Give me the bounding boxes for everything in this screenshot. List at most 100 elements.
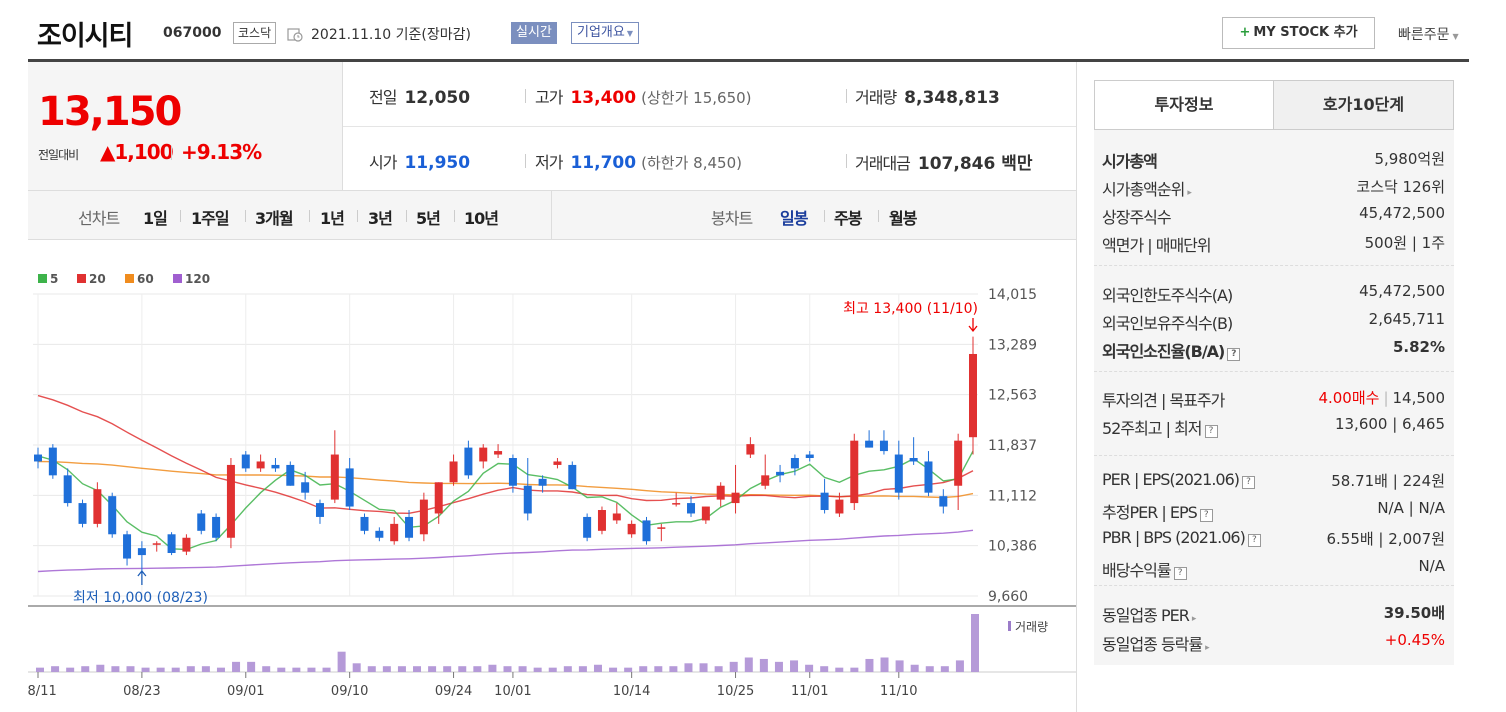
corp-overview-dropdown[interactable]: 기업개요 ▼ [571, 22, 639, 44]
volume-bar [639, 666, 648, 672]
legend-label: 120 [185, 272, 210, 286]
volume-bar [352, 663, 361, 672]
volume-label: 거래량 [1015, 620, 1048, 634]
help-icon[interactable]: ? [1204, 425, 1218, 438]
chart-canvas[interactable]: 14,015 13,289 12,563 11,837 11,112 10,386 9,66… [28, 240, 1076, 712]
info-row: 시가 11,950 저가 11,700 (하한가 8,450) 거래대금 107,84… [343, 126, 1076, 190]
divider [171, 146, 172, 160]
candle-body [301, 482, 310, 493]
help-icon[interactable]: ? [1247, 534, 1261, 547]
diff-label: 전일대비 [38, 148, 79, 162]
chevron-right-icon: ▸ [1191, 614, 1196, 624]
candle-body [34, 454, 42, 462]
candle-body [924, 461, 933, 493]
info-row: 전일 12,050 고가 13,400 (상한가 15,650) 거래량 8,348,… [343, 62, 1076, 126]
candle-body [63, 475, 72, 504]
info-row-value: 4.00매수 | 14,500 [1318, 389, 1445, 407]
info-row-value: 5,980억원 [1374, 150, 1445, 168]
volume-bar [895, 660, 904, 672]
volume-bar [66, 667, 75, 672]
period-1y[interactable]: 1년 [320, 209, 345, 228]
volume-bar [428, 666, 437, 672]
candle-body [523, 485, 532, 514]
period-10y[interactable]: 10년 [464, 209, 499, 228]
candle-body [78, 503, 87, 524]
candle-body [345, 468, 354, 507]
price-change: ▲1,100 [100, 140, 174, 164]
legend-swatch [125, 274, 134, 283]
help-icon[interactable]: ? [1199, 509, 1213, 522]
info-row-label: 외국인한도주식수(A) [1102, 286, 1233, 305]
period-3m[interactable]: 3개월 [255, 209, 294, 228]
help-icon[interactable]: ? [1173, 567, 1187, 580]
period-1w[interactable]: 1주일 [191, 209, 230, 228]
volume-bar [126, 666, 135, 672]
divider [28, 59, 1469, 62]
candle-chart-label: 봉차트 [711, 209, 753, 228]
volume-bar [805, 664, 814, 672]
legend-swatch [38, 274, 47, 283]
current-price: 13,150 [38, 89, 182, 135]
help-icon[interactable]: ? [1242, 476, 1255, 489]
candle-body [687, 503, 696, 514]
candle-body [894, 454, 903, 493]
volume-bar [322, 667, 331, 672]
info-row-label[interactable]: 시가총액순위 ▸ [1102, 180, 1192, 199]
candle-body [449, 461, 458, 483]
info-row: PER | EPS(2021.06)? 58.71배 | 224원 [1102, 470, 1445, 498]
candle-body [182, 537, 191, 552]
period-3y[interactable]: 3년 [368, 209, 393, 228]
info-row: 외국인보유주식수(B) 2,645,711 [1102, 310, 1445, 338]
candle-body [583, 516, 592, 538]
volume-bar [96, 664, 105, 672]
x-tick-label: 09/01 [227, 684, 264, 699]
tab-investment-info[interactable]: 투자정보 [1095, 81, 1274, 129]
tab-orderbook[interactable]: 호가10단계 [1322, 95, 1405, 114]
candle-body [152, 543, 161, 545]
volume-bar [186, 666, 195, 672]
x-tick-label: 08/23 [123, 684, 160, 699]
volume-bar [262, 666, 271, 672]
volume-bar [865, 658, 874, 672]
volume-bar [473, 666, 482, 672]
info-row-label[interactable]: 동일업종 PER ▸ [1102, 606, 1196, 625]
line-chart-label: 선차트 [78, 209, 120, 228]
plus-icon: + [1239, 25, 1251, 40]
candle-body [108, 496, 117, 535]
candle-body [612, 513, 621, 521]
candle-body [672, 503, 681, 505]
candle-weekly[interactable]: 주봉 [834, 209, 862, 228]
volume-bar [503, 666, 512, 672]
info-row-label: 52주최고 | 최저? [1102, 415, 1218, 439]
candle-monthly[interactable]: 월봉 [889, 209, 917, 228]
volume-bar [36, 667, 44, 672]
realtime-button[interactable]: 실시간 [511, 22, 557, 44]
candle-body [731, 492, 740, 504]
info-row-label[interactable]: 동일업종 등락률 ▸ [1102, 635, 1210, 654]
period-1d[interactable]: 1일 [143, 209, 168, 228]
arrow-down-icon [968, 318, 978, 333]
volume-bar [609, 667, 618, 672]
candle-body [776, 471, 785, 476]
volume-bar [111, 666, 120, 672]
volume-bar [880, 657, 889, 672]
volume-bar [292, 667, 301, 672]
divider [357, 210, 358, 222]
info-row: 상장주식수 45,472,500 [1102, 204, 1445, 232]
legend-label: 20 [89, 272, 106, 286]
candle-body [627, 523, 636, 535]
period-5y[interactable]: 5년 [416, 209, 441, 228]
info-row: 외국인한도주식수(A) 45,472,500 [1102, 282, 1445, 310]
info-row-label: 투자의견 | 목표주가 [1102, 391, 1225, 410]
volume-bar [563, 666, 572, 672]
candle-body [212, 516, 221, 538]
info-row-value: 코스닥 126위 [1356, 178, 1445, 196]
info-row: 추정PER | EPS? N/A | N/A [1102, 499, 1445, 527]
line-chart-periods: 선차트 1일 1주일 3개월 1년 3년 5년 10년 [28, 191, 552, 239]
help-icon[interactable]: ? [1227, 348, 1241, 361]
candle-daily[interactable]: 일봉 [780, 209, 808, 228]
add-mystock-button[interactable]: + MY STOCK 추가 [1222, 17, 1375, 49]
quick-order-dropdown[interactable]: 빠른주문 ▼ [1398, 24, 1459, 44]
chart-period-bar: 선차트 1일 1주일 3개월 1년 3년 5년 10년 봉차트 일봉 주봉 월봉 [28, 190, 1076, 240]
candlestick-chart[interactable]: 14,015 13,289 12,563 11,837 11,112 10,386 9,66… [28, 240, 1076, 712]
